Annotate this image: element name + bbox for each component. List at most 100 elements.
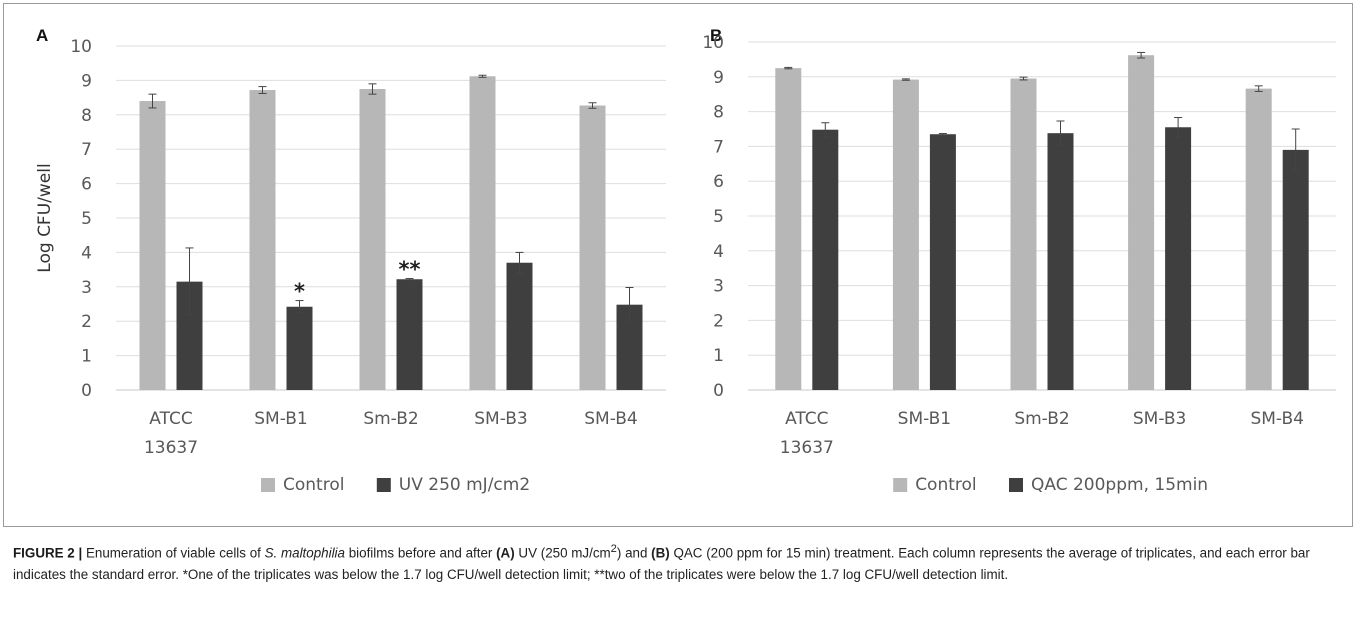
figure-frame	[3, 3, 1353, 527]
panel-b-error-bar	[901, 78, 910, 81]
panel-b-y-tick-label: 10	[702, 33, 724, 53]
panel-a-error-bar	[148, 93, 157, 109]
panel-a-y-tick-label: 5	[81, 209, 92, 229]
panel-b-category-label: ATCC	[785, 409, 828, 429]
panel-a-category-label: Sm-B2	[363, 409, 418, 429]
panel-b-error-bar	[1174, 117, 1183, 138]
panel-a-significance-marker: **	[399, 258, 421, 282]
panel-a-y-axis-title: Log CFU/well	[35, 163, 55, 272]
panel-b-error-bar	[1019, 76, 1028, 81]
panel-a-category-label: SM-B3	[474, 409, 527, 429]
panel-a-y-tick-label: 0	[81, 381, 92, 401]
panel-b-y-tick-label: 3	[713, 277, 724, 297]
panel-b-y-tick-label: 5	[713, 207, 724, 227]
panel-b-bar-control	[775, 68, 802, 390]
panel-b-y-tick-label: 7	[713, 137, 724, 157]
panel-b-error-bar	[1254, 85, 1263, 92]
panel-a-bar-treatment	[286, 306, 313, 390]
panel-b-error-bar	[784, 66, 793, 70]
panel-b-y-tick-label: 6	[713, 172, 724, 192]
panel-a-error-bar	[405, 278, 414, 281]
caption-text: Enumeration of viable cells of	[82, 545, 265, 561]
panel-a-y-tick-label: 4	[81, 243, 92, 263]
panel-a-y-tick-label: 8	[81, 106, 92, 126]
panel-a-error-bar	[515, 251, 524, 274]
panel-a-category-label: SM-B1	[254, 409, 307, 429]
panel-b-error-bar	[1137, 51, 1146, 59]
panel-a-y-tick-label: 7	[81, 140, 92, 160]
panel-a-bar-control	[249, 90, 276, 391]
legend-label: UV 250 mJ/cm2	[399, 475, 530, 495]
panel-b-y-tick-label: 1	[713, 346, 724, 366]
panel-b-category-label: SM-B3	[1133, 409, 1186, 429]
panel-b-category-label: 13637	[780, 438, 834, 458]
panel-b-bar-control	[1245, 88, 1272, 390]
panel-b-label: B	[710, 26, 722, 45]
chart-panel-a: A 0 1 2 3 4 5 6 7 8 9 10 Log CFU/well ATCC 13637 SM-B1 S…	[35, 26, 666, 495]
legend-label: Control	[283, 475, 344, 495]
panel-a-bar-treatment	[506, 262, 533, 390]
panel-b-bar-treatment	[812, 129, 839, 391]
panel-b-error-bar	[938, 133, 947, 136]
panel-b-category-label: SM-B4	[1250, 409, 1303, 429]
panel-b-error-bar	[1056, 120, 1065, 146]
caption-text: QAC (200 ppm for 15 min) treatment. Each…	[13, 545, 1310, 583]
caption-tag-a: (A)	[496, 545, 515, 561]
panel-a-error-bar	[588, 102, 597, 109]
panel-a-error-bar	[478, 74, 487, 78]
caption-organism: S. maltophilia	[264, 545, 345, 561]
legend-label: Control	[915, 475, 976, 495]
panel-a-y-tick-label: 9	[81, 71, 92, 91]
panel-a-significance-marker: *	[294, 280, 305, 304]
panel-b-y-tick-label: 9	[713, 68, 724, 88]
panel-b-bar-treatment	[1047, 133, 1074, 390]
caption-superscript: 2	[610, 543, 617, 555]
panel-b-bar-control	[1128, 55, 1155, 390]
panel-b-legend: Control QAC 200ppm, 15min	[893, 475, 1208, 495]
panel-a-y-tick-label: 10	[70, 37, 92, 57]
panel-a-bar-control	[359, 89, 386, 390]
panel-a-y-tick-label: 1	[81, 347, 92, 367]
panel-a-category-label: ATCC	[149, 409, 192, 429]
panel-b-bar-treatment	[1165, 127, 1192, 390]
panel-a-legend: Control UV 250 mJ/cm2	[261, 475, 530, 495]
panel-b-y-tick-label: 2	[713, 311, 724, 331]
legend-swatch	[1009, 478, 1023, 492]
panel-b-error-bar	[1291, 128, 1300, 172]
panel-a-error-bar	[185, 247, 194, 316]
panel-a-category-label: SM-B4	[584, 409, 637, 429]
panel-b-category-label: SM-B1	[898, 409, 951, 429]
panel-a-y-tick-label: 2	[81, 312, 92, 332]
panel-b-bar-control	[892, 79, 919, 391]
panel-b-category-label: Sm-B2	[1014, 409, 1069, 429]
panel-b-y-tick-label: 8	[713, 103, 724, 123]
panel-a-error-bar	[295, 300, 304, 314]
panel-a-bar-control	[579, 105, 606, 391]
panel-a-bar-control	[139, 101, 166, 390]
panel-a-label: A	[36, 26, 48, 45]
panel-a-bar-treatment	[396, 279, 423, 390]
panel-a-y-tick-label: 3	[81, 278, 92, 298]
legend-swatch	[893, 478, 908, 492]
panel-a-y-tick-label: 6	[81, 175, 92, 195]
legend-swatch	[261, 478, 275, 492]
panel-a-error-bar	[258, 86, 267, 94]
caption-text: ) and	[616, 545, 652, 561]
legend-swatch	[376, 478, 391, 492]
figure-caption: FIGURE 2 | Enumeration of viable cells o…	[13, 538, 1343, 586]
panel-b-error-bar	[821, 122, 830, 138]
caption-text: biofilms before and after	[344, 545, 497, 561]
chart-panel-b: B 0 1 2 3 4 5 6 7 8 9 10 ATCC 13637 SM-B1 Sm-B2 SM-B3 SM-…	[702, 26, 1336, 495]
panel-b-y-tick-label: 4	[713, 242, 724, 262]
panel-a-error-bar	[368, 83, 377, 95]
panel-a-error-bar	[625, 286, 634, 323]
panel-b-bar-treatment	[1282, 149, 1309, 390]
panel-a-category-label: 13637	[144, 438, 198, 458]
panel-a-bar-control	[469, 76, 496, 390]
caption-tag-b: (B)	[651, 545, 670, 561]
panel-b-bar-control	[1010, 78, 1037, 390]
caption-text: UV (250 mJ/cm	[514, 545, 611, 561]
legend-label: QAC 200ppm, 15min	[1031, 475, 1208, 495]
panel-b-bar-treatment	[929, 134, 956, 390]
caption-figure-label: FIGURE 2 |	[13, 545, 83, 561]
